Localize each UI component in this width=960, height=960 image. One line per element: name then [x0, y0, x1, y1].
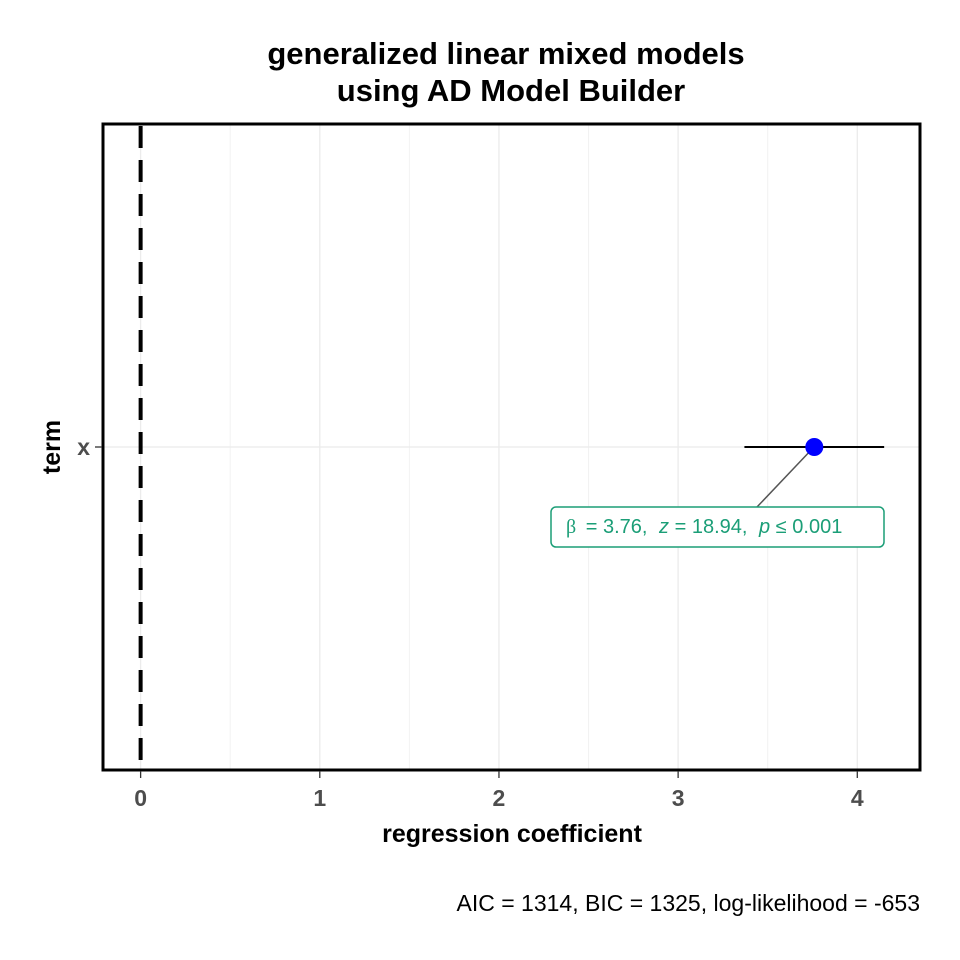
chart-title-line-2: using AD Model Builder — [337, 73, 685, 108]
z-value: 18.94 — [692, 516, 742, 538]
x-axis-title: regression coefficient — [382, 820, 642, 848]
beta-value: 3.76 — [603, 516, 642, 538]
x-tick-label: 4 — [851, 785, 864, 811]
estimate-label-text: β = 3.76, z = 18.94, p ≤ 0.001 — [566, 516, 842, 538]
beta-symbol: β — [566, 516, 576, 538]
p-relation: ≤ — [776, 516, 787, 538]
panel-border — [101, 122, 922, 772]
y-tick-label: x — [77, 434, 90, 460]
label-leader-line — [756, 452, 809, 508]
x-tick-label: 1 — [313, 785, 326, 811]
estimate-label-box — [550, 506, 885, 548]
x-tick-label: 3 — [672, 785, 685, 811]
y-axis-title: term — [38, 420, 66, 474]
p-symbol: p — [758, 516, 770, 538]
estimate-label: β = 3.76, z = 18.94, p ≤ 0.001 — [550, 506, 885, 548]
y-axis: x — [77, 434, 102, 460]
x-tick-label: 0 — [134, 785, 147, 811]
p-value: 0.001 — [792, 516, 842, 538]
x-tick-label: 2 — [493, 785, 506, 811]
estimate-point — [805, 438, 824, 456]
z-symbol: z — [658, 516, 669, 538]
x-axis: 0 1 2 3 4 — [134, 771, 864, 811]
model-fit-caption: AIC = 1314, BIC = 1325, log-likelihood =… — [457, 890, 921, 916]
chart-title-line-1: generalized linear mixed models — [267, 36, 744, 71]
